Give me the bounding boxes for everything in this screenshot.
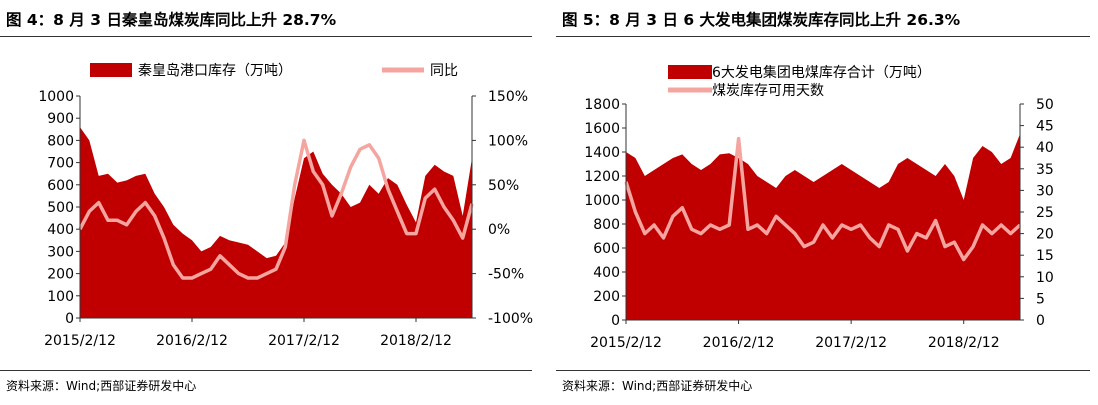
y-right-tick-label: 5 (1036, 291, 1045, 307)
chart-source: 资料来源：Wind;西部证券研发中心 (562, 379, 753, 393)
y-left-tick-label: 1000 (584, 193, 620, 209)
legend-label-area: 秦皇岛港口库存（万吨） (138, 63, 292, 79)
source-rule (556, 370, 1090, 371)
legend-swatch-line (382, 67, 424, 73)
legend-label-area: 6大发电集团电煤库存合计（万吨） (712, 64, 931, 81)
y-left-tick-label: 0 (65, 311, 74, 327)
y-left-tick-label: 0 (611, 313, 620, 329)
chart-panel-power-groups: 图 5：8 月 3 日 6 大发电集团煤炭库存同比上升 26.3% 0 200 40… (556, 0, 1098, 405)
y-right-tick-label: 50 (1036, 97, 1054, 113)
legend-swatch-area (668, 65, 712, 79)
y-right-tick-label: 10 (1036, 270, 1054, 286)
y-left-tick-label: 800 (47, 133, 74, 149)
y-left-tick-label: 300 (47, 244, 74, 260)
y-right-tick-label: 25 (1036, 205, 1054, 221)
legend-label-line: 煤炭库存可用天数 (712, 83, 824, 99)
y-right-tick-label: 150% (488, 89, 528, 105)
y-right-tick-label: 40 (1036, 140, 1054, 156)
series-line-secondary (624, 136, 1022, 262)
y-left-tick-label: 400 (47, 222, 74, 238)
y-right-tick-label: 20 (1036, 227, 1054, 243)
x-tick-label: 2016/2/12 (156, 333, 228, 349)
y-right-tick-label: 45 (1036, 119, 1054, 135)
y-left-tick-label: 200 (47, 267, 74, 283)
y-left-tick-label: 800 (593, 217, 620, 233)
x-tick-label: 2018/2/12 (928, 335, 1000, 351)
chart-qinhuangdao-inventory: 0 100 200 300 400 500 600 700 800 900 1000 -100% -50… (38, 63, 533, 349)
y-left-tick-label: 1800 (584, 97, 620, 113)
y-left-tick-label: 1600 (584, 121, 620, 137)
chart-title: 图 5：8 月 3 日 6 大发电集团煤炭库存同比上升 26.3% (562, 11, 961, 29)
y-right-tick-label: 100% (488, 133, 528, 149)
chart-source: 资料来源：Wind;西部证券研发中心 (6, 379, 197, 393)
x-tick-label: 2015/2/12 (590, 335, 662, 351)
y-left-tick-label: 600 (593, 241, 620, 257)
x-tick-label: 2016/2/12 (703, 335, 775, 351)
y-left-tick-label: 500 (47, 200, 74, 216)
x-tick-label: 2017/2/12 (268, 333, 340, 349)
y-left-tick-label: 1000 (38, 89, 74, 105)
y-left-tick-label: 600 (47, 178, 74, 194)
y-right-tick-label: 30 (1036, 183, 1054, 199)
y-left-tick-label: 1200 (584, 169, 620, 185)
chart-panel-qinhuangdao: 图 4：8 月 3 日秦皇岛煤炭库同比上升 28.7% 0 100 200 300 40… (0, 0, 540, 405)
series-area-inventory (80, 127, 472, 318)
legend-swatch-area (90, 63, 132, 77)
y-right-tick-label: 0 (1036, 313, 1045, 329)
y-right-tick-label: -100% (488, 311, 533, 327)
legend-label-line: 同比 (430, 63, 458, 79)
series-line-secondary (78, 138, 474, 280)
y-left-tick-label: 100 (47, 289, 74, 305)
source-rule (0, 370, 532, 371)
chart-title: 图 4：8 月 3 日秦皇岛煤炭库同比上升 28.7% (6, 11, 337, 29)
x-tick-label: 2015/2/12 (44, 333, 116, 349)
title-rule (0, 36, 532, 37)
y-right-tick-label: 35 (1036, 162, 1054, 178)
y-right-tick-label: -50% (488, 267, 524, 283)
y-right-tick-label: 50% (488, 178, 519, 194)
y-left-tick-label: 1400 (584, 145, 620, 161)
y-left-tick-label: 900 (47, 111, 74, 127)
title-rule (556, 36, 1090, 37)
chart-power-group-inventory: 0 200 400 600 800 1000 1200 1400 1600 1800 0 5 10 15 2… (584, 64, 1054, 351)
y-left-tick-label: 700 (47, 156, 74, 172)
x-tick-label: 2017/2/12 (815, 335, 887, 351)
y-left-tick-label: 200 (593, 289, 620, 305)
x-tick-label: 2018/2/12 (380, 333, 452, 349)
legend-swatch-line (668, 87, 712, 93)
y-left-tick-label: 400 (593, 265, 620, 281)
y-right-tick-label: 0% (488, 222, 510, 238)
y-right-tick-label: 15 (1036, 248, 1054, 264)
